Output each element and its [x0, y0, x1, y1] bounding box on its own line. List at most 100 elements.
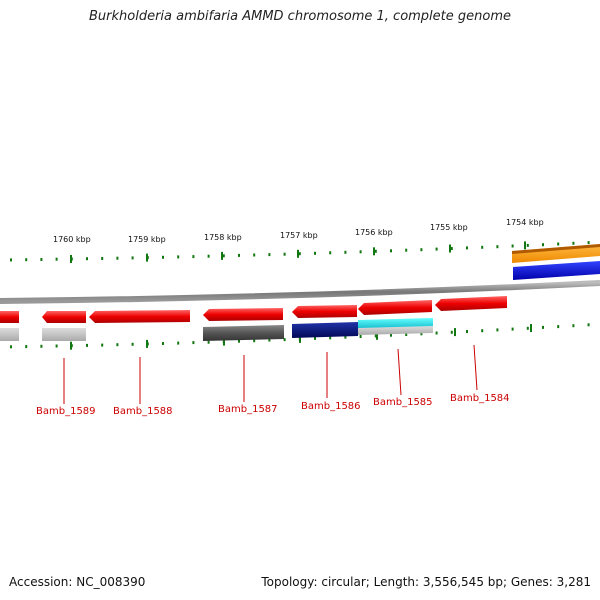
gene-arrow-bamb-1588[interactable] [89, 310, 190, 323]
scale-tick-minor [86, 343, 88, 347]
map-title: Burkholderia ambifaria AMMD chromosome 1… [88, 9, 512, 24]
scale-tick-minor [116, 256, 119, 260]
scale-tick-major [297, 249, 299, 258]
scale-label-1756kbp: 1756 kbp [355, 228, 393, 237]
scale-tick-minor [374, 334, 377, 338]
scale-tick-minor [557, 242, 560, 246]
scale-tick-minor [25, 258, 28, 262]
scale-label-1757kbp: 1757 kbp [280, 231, 318, 240]
scale-tick-minor [192, 255, 195, 259]
gene-arrow-left-edge[interactable] [0, 311, 19, 323]
scale-tick-minor [542, 243, 544, 247]
feature-darkgray-bamb-1587[interactable] [203, 325, 284, 341]
feature-lightgray-bamb-1589[interactable] [42, 328, 86, 341]
scale-tick-minor [55, 344, 58, 348]
scale-tick-minor [238, 253, 240, 257]
feature-navy-bamb-1586[interactable] [292, 322, 358, 338]
feature-lightgray-left-edge[interactable] [0, 328, 19, 341]
scale-tick-minor [25, 345, 28, 349]
leader-line-bamb-1585 [397, 348, 402, 396]
scale-tick-minor [10, 345, 12, 349]
gene-arrow-bamb-1584[interactable] [435, 296, 507, 311]
scale-tick-minor [162, 342, 164, 345]
scale-tick-minor [177, 341, 180, 345]
scale-tick-minor [131, 342, 134, 346]
scale-tick-minor [496, 245, 499, 249]
scale-tick-minor [450, 247, 453, 250]
scale-tick-minor [405, 333, 408, 336]
scale-tick-minor [101, 343, 104, 347]
scale-tick-minor [390, 333, 392, 337]
gene-label-bamb-1587[interactable]: Bamb_1587 [218, 404, 278, 415]
scale-tick-minor [222, 254, 225, 258]
scale-tick-minor [587, 241, 590, 245]
lower-scale-ticks [10, 323, 590, 350]
scale-tick-minor [450, 330, 453, 334]
scale-tick-minor [268, 338, 271, 342]
scale-tick-minor [131, 256, 134, 260]
scale-tick-minor [329, 336, 332, 340]
gene-label-bamb-1584[interactable]: Bamb_1584 [450, 393, 510, 404]
gene-arrow-bamb-1587[interactable] [203, 308, 283, 321]
scale-tick-minor [40, 258, 43, 261]
scale-tick-major [373, 247, 375, 256]
scale-tick-minor [572, 324, 575, 328]
scale-tick-major [70, 255, 72, 263]
scale-tick-major [223, 337, 225, 346]
genome-summary-text: Topology: circular; Length: 3,556,545 bp… [261, 575, 591, 589]
scale-tick-minor [192, 341, 195, 345]
feature-lightgray-bamb-1585[interactable] [358, 326, 433, 335]
gene-label-bamb-1586[interactable]: Bamb_1586 [301, 401, 361, 412]
gene-arrow-bamb-1586[interactable] [292, 305, 357, 318]
scale-tick-minor [268, 253, 271, 257]
scale-tick-minor [344, 250, 347, 254]
gene-arrow-bamb-1589[interactable] [42, 311, 86, 323]
scale-tick-minor [177, 255, 180, 259]
scale-tick-minor [253, 339, 256, 343]
scale-tick-major [70, 341, 72, 350]
scale-tick-minor [466, 246, 468, 250]
scale-tick-major [146, 339, 148, 348]
scale-tick-minor [557, 325, 560, 329]
gene-label-bamb-1588[interactable]: Bamb_1588 [113, 406, 173, 417]
scale-tick-minor [374, 249, 377, 253]
scale-tick-major [376, 331, 378, 340]
scale-tick-minor [572, 241, 575, 245]
scale-tick-minor [511, 244, 514, 248]
scale-tick-major [524, 241, 526, 250]
scale-tick-minor [466, 330, 468, 333]
scale-tick-minor [420, 248, 423, 252]
scale-tick-minor [496, 328, 499, 332]
scale-tick-minor [359, 335, 362, 338]
scale-tick-minor [587, 323, 590, 327]
chromosome-backbone [0, 280, 600, 304]
scale-label-1759kbp: 1759 kbp [128, 235, 166, 244]
feature-blue[interactable] [513, 261, 600, 280]
upper-scale-ticks [10, 241, 590, 263]
scale-tick-minor [526, 243, 529, 247]
scale-tick-major [530, 324, 532, 332]
gene-arrow-bamb-1585[interactable] [358, 300, 432, 315]
scale-tick-minor [207, 254, 210, 258]
scale-tick-minor [511, 327, 514, 331]
scale-tick-minor [40, 344, 43, 348]
scale-label-1760kbp: 1760 kbp [53, 235, 91, 244]
scale-tick-minor [344, 335, 347, 339]
scale-tick-major [449, 244, 451, 253]
scale-tick-minor [435, 247, 438, 251]
scale-tick-minor [481, 245, 484, 249]
scale-tick-minor [283, 338, 286, 342]
scale-tick-minor [253, 253, 256, 257]
scale-tick-minor [283, 252, 286, 256]
scale-tick-minor [314, 336, 316, 340]
feature-cyan-bamb-1585[interactable] [358, 318, 433, 329]
scale-tick-minor [420, 332, 423, 336]
scale-tick-minor [481, 329, 484, 333]
gene-label-bamb-1585[interactable]: Bamb_1585 [373, 397, 433, 408]
scale-tick-minor [162, 255, 164, 259]
accession-text: Accession: NC_008390 [9, 575, 146, 589]
scale-tick-minor [298, 252, 301, 256]
scale-tick-minor [116, 343, 119, 347]
gene-label-bamb-1589[interactable]: Bamb_1589 [36, 406, 96, 417]
scale-tick-minor [542, 325, 544, 329]
